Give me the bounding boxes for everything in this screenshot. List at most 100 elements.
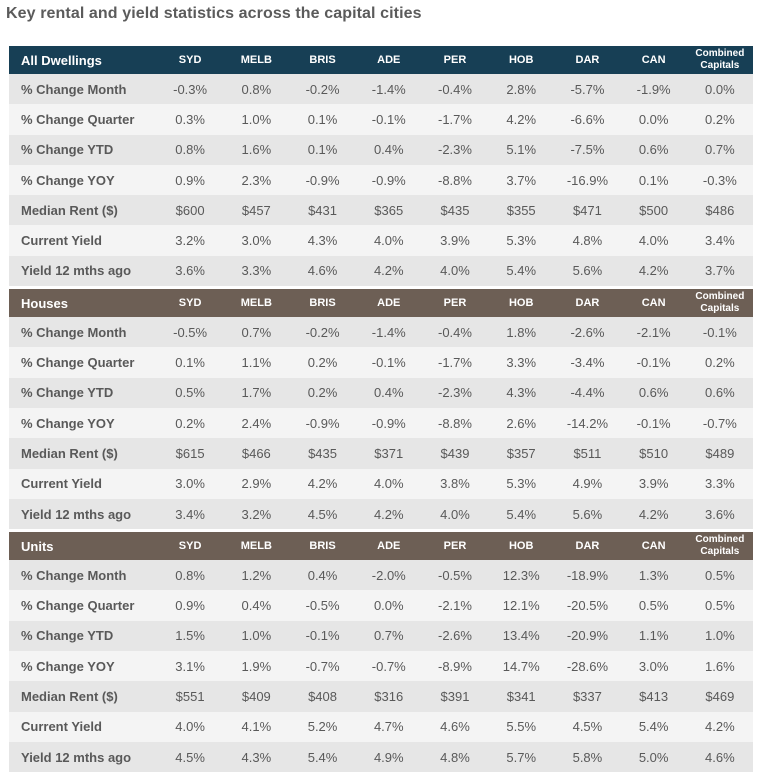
value-cell: -2.3% (421, 377, 489, 408)
column-header: HOB (488, 46, 555, 74)
value-cell: -0.5% (289, 590, 356, 621)
row-label: % Change Month (9, 317, 157, 348)
value-cell: $431 (289, 195, 356, 226)
value-cell: -2.0% (355, 560, 422, 591)
value-cell: 0.4% (223, 590, 290, 621)
section-spacer (9, 286, 753, 290)
value-cell: $408 (289, 681, 356, 712)
value-cell: 5.2% (289, 711, 356, 742)
value-cell: 1.3% (620, 560, 687, 591)
value-cell: 12.1% (488, 590, 555, 621)
row-label: Median Rent ($) (9, 195, 157, 226)
column-header: CAN (620, 289, 687, 318)
value-cell: 4.3% (488, 377, 555, 408)
value-cell: 3.1% (157, 651, 224, 682)
table-row: % Change YTD 1.5% 1.0% -0.1% 0.7% -2.6% 13.4% -… (9, 620, 753, 652)
column-header: PER (421, 46, 489, 74)
value-cell: -8.8% (421, 164, 489, 196)
value-cell: 4.8% (554, 225, 621, 256)
value-cell: $471 (554, 195, 621, 226)
value-cell: 0.4% (355, 377, 422, 408)
value-cell: -4.4% (554, 377, 621, 408)
value-cell: 2.4% (223, 407, 290, 439)
value-cell: -0.5% (421, 560, 489, 591)
value-cell: 0.7% (686, 134, 753, 165)
table-row: Current Yield 3.0% 2.9% 4.2% 4.0% 3.8% 5.3% 4.9… (9, 468, 753, 499)
value-cell: 0.4% (289, 560, 356, 591)
value-cell: 2.8% (488, 74, 555, 105)
page-title: Key rental and yield statistics across t… (6, 5, 422, 22)
value-cell: 0.1% (157, 347, 224, 378)
combined-label-line: Capitals (700, 60, 740, 71)
value-cell: 0.0% (686, 74, 753, 105)
row-label: Yield 12 mths ago (9, 741, 157, 773)
value-cell: $391 (421, 681, 489, 712)
table-row: % Change Quarter 0.1% 1.1% 0.2% -0.1% -1.7% 3.… (9, 347, 753, 378)
value-cell: -0.1% (289, 620, 356, 652)
value-cell: 5.8% (554, 741, 621, 773)
column-header: MELB (223, 532, 290, 561)
value-cell: 1.1% (223, 347, 290, 378)
table-row: % Change YOY 3.1% 1.9% -0.7% -0.7% -8.9% 14.7%… (9, 651, 753, 682)
value-cell: -0.3% (686, 164, 753, 196)
value-cell: -1.7% (421, 104, 489, 135)
value-cell: 5.4% (488, 255, 555, 287)
section-title: All Dwellings (9, 46, 157, 74)
value-cell: $371 (355, 438, 422, 469)
table-row: % Change Quarter 0.3% 1.0% 0.1% -0.1% -1.7% 4.… (9, 104, 753, 135)
row-label: Current Yield (9, 711, 157, 742)
value-cell: 0.2% (289, 347, 356, 378)
value-cell: 4.0% (355, 225, 422, 256)
value-cell: 5.0% (620, 741, 687, 773)
value-cell: 4.0% (157, 711, 224, 742)
column-header: MELB (223, 46, 290, 74)
row-label: % Change Quarter (9, 347, 157, 378)
value-cell: 1.0% (223, 620, 290, 652)
section-header-all-dwellings: All Dwellings SYD MELB BRIS ADE PER HOB DAR CAN C… (9, 46, 753, 74)
value-cell: $341 (488, 681, 555, 712)
value-cell: 4.2% (355, 498, 422, 530)
value-cell: -20.5% (554, 590, 621, 621)
value-cell: 3.7% (686, 255, 753, 287)
value-cell: 0.2% (157, 407, 224, 439)
value-cell: 2.9% (223, 468, 290, 499)
table-row: Yield 12 mths ago 3.4% 3.2% 4.5% 4.2% 4.0% 5.4… (9, 498, 753, 530)
row-label: % Change YOY (9, 651, 157, 682)
value-cell: 4.2% (488, 104, 555, 135)
column-header: SYD (157, 289, 224, 318)
value-cell: 4.5% (157, 741, 224, 773)
row-label: % Change YTD (9, 377, 157, 408)
column-header: HOB (488, 532, 555, 561)
table-row: Median Rent ($) $615 $466 $435 $371 $439 $357 $… (9, 438, 753, 469)
value-cell: -1.4% (355, 317, 422, 348)
value-cell: -0.3% (157, 74, 224, 105)
value-cell: -0.2% (289, 74, 356, 105)
value-cell: 4.9% (554, 468, 621, 499)
table-row: Current Yield 4.0% 4.1% 5.2% 4.7% 4.6% 5.5% 4.5… (9, 711, 753, 742)
combined-label-line: Capitals (700, 546, 740, 558)
value-cell: -0.1% (620, 347, 687, 378)
value-cell: -0.9% (355, 164, 422, 196)
value-cell: 1.0% (686, 620, 753, 652)
value-cell: -8.8% (421, 407, 489, 439)
column-header: SYD (157, 532, 224, 561)
value-cell: 3.3% (223, 255, 290, 287)
column-header: MELB (223, 289, 290, 318)
column-header: PER (421, 289, 489, 318)
value-cell: 0.0% (620, 104, 687, 135)
column-header: PER (421, 532, 489, 561)
value-cell: 1.0% (223, 104, 290, 135)
rental-yield-table: All Dwellings SYD MELB BRIS ADE PER HOB DAR CAN C… (9, 46, 753, 773)
value-cell: 1.5% (157, 620, 224, 652)
value-cell: -0.1% (355, 347, 422, 378)
value-cell: $439 (421, 438, 489, 469)
value-cell: 3.3% (686, 468, 753, 499)
value-cell: -0.4% (421, 317, 489, 348)
value-cell: 5.3% (488, 468, 555, 499)
section-header-units: Units SYD MELB BRIS ADE PER HOB DAR CAN Combined C… (9, 532, 753, 561)
row-label: % Change Quarter (9, 104, 157, 135)
value-cell: 0.6% (620, 134, 687, 165)
value-cell: 3.3% (488, 347, 555, 378)
value-cell: 4.2% (620, 255, 687, 287)
value-cell: 4.2% (355, 255, 422, 287)
